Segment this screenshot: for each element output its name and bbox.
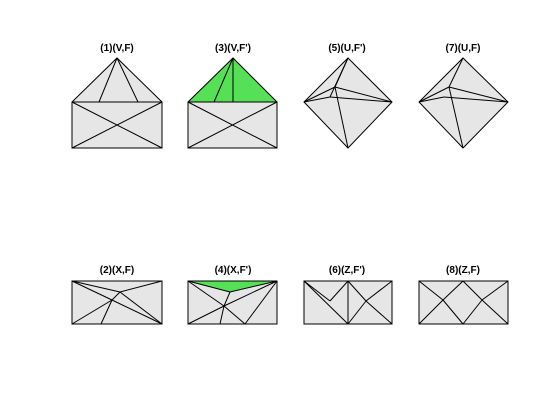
envelope-shape-diagram (71, 280, 163, 325)
house-shape-diagram (71, 57, 163, 149)
house-shape-diagram-highlighted-roof (187, 57, 278, 149)
panel-5: (5)(U,F') (300, 40, 394, 152)
panel-8: (8)(Z,F) (416, 262, 510, 328)
panel-title: (6)(Z,F') (328, 265, 366, 276)
diamond-shape-diagram (303, 57, 393, 149)
panel-title: (4)(X,F') (214, 265, 252, 276)
panel-7: (7)(U,F) (416, 40, 510, 152)
panel-title: (3)(V,F') (215, 43, 251, 54)
panel-title: (2)(X,F) (99, 265, 135, 276)
panel-title: (7)(U,F) (445, 43, 481, 54)
diamond-shape-diagram (418, 57, 509, 149)
panel-4: (4)(X,F') (186, 262, 280, 328)
envelope-shape-diagram-highlighted-top (187, 280, 278, 325)
panel-title: (5)(U,F') (328, 43, 366, 54)
panel-6: (6)(Z,F') (300, 262, 394, 328)
envelope-shape-diagram (303, 280, 393, 325)
panel-title: (1)(V,F) (100, 43, 134, 54)
panel-title: (8)(Z,F) (446, 265, 480, 276)
panel-2: (2)(X,F) (70, 262, 164, 328)
panel-3: (3)(V,F') (186, 40, 280, 152)
envelope-shape-diagram (418, 280, 509, 325)
panel-1: (1)(V,F) (70, 40, 164, 152)
